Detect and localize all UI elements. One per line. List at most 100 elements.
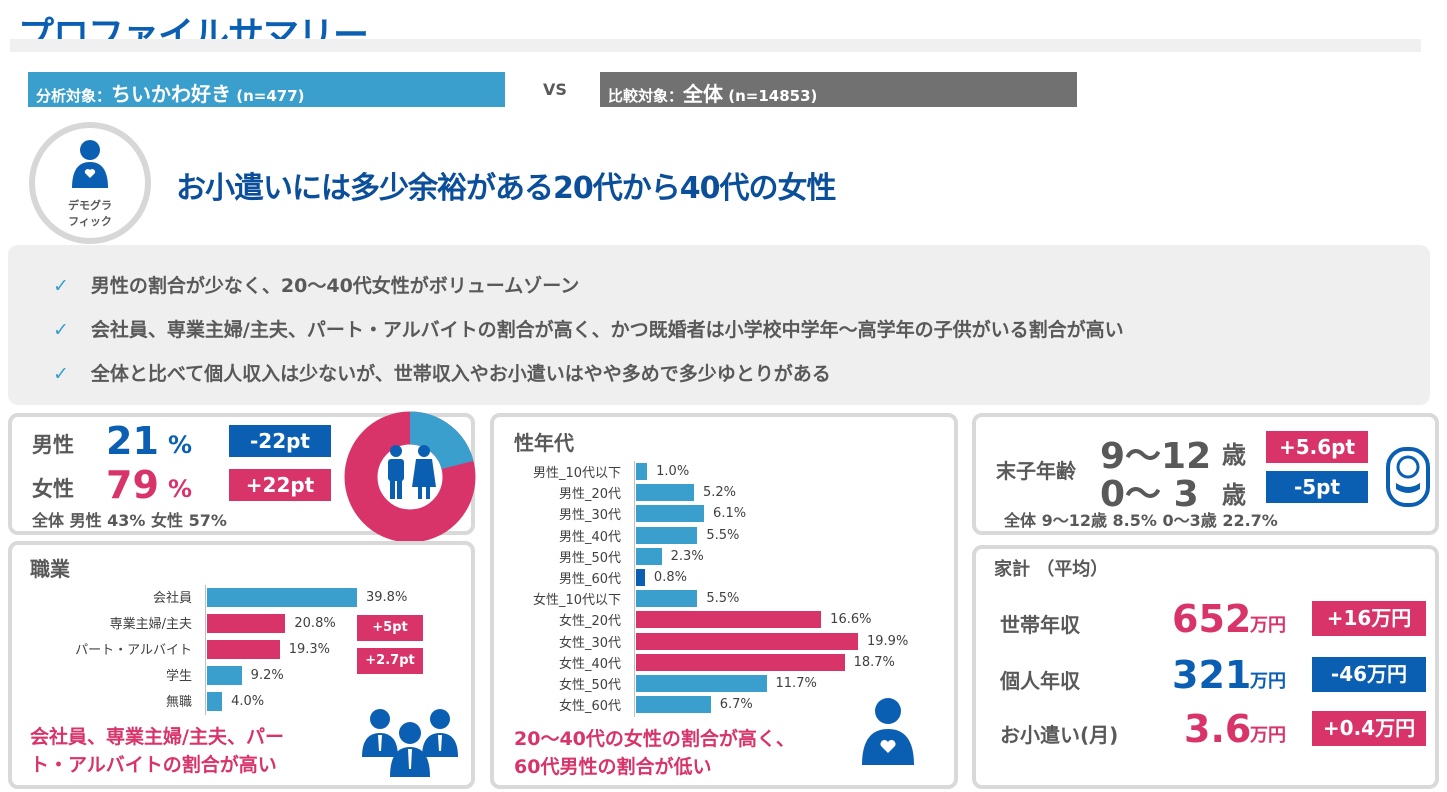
age-gender-title: 性年代 — [514, 431, 574, 455]
age-gender-bar-label: 男性_60代 — [558, 572, 621, 587]
age-gender-bar-value: 2.3% — [670, 548, 704, 564]
compare-label: 比較対象： — [608, 87, 684, 105]
target-name: ちいかわ好き — [111, 82, 232, 106]
occupation-bar-value: 39.8% — [366, 590, 408, 605]
demo-label-text: デモグラ フィック — [68, 199, 112, 228]
person-icon — [72, 140, 108, 188]
household-title: 家計 （平均） — [994, 559, 1109, 580]
headline: お小遣いには多少余裕がある20代から40代の女性 — [176, 171, 836, 206]
household-value: 652 — [1172, 597, 1252, 641]
age-gender-bar-label: 男性_20代 — [558, 487, 621, 503]
child-diff-1: +5.6pt — [1266, 431, 1368, 463]
age-gender-bar-label: 男性_10代以下 — [532, 466, 621, 481]
target-bar: 分析対象：ちいかわ好き (n=477) — [28, 72, 505, 107]
age-gender-bar-value: 1.0% — [656, 464, 690, 479]
youngest-child-panel: 末子年齢 9〜12 歳 0〜 3 歳 +5.6pt -5pt 全体 9〜12歳 … — [972, 413, 1439, 535]
check-icon: ✓ — [53, 319, 69, 341]
household-label: 個人年収 — [1000, 669, 1080, 693]
age-gender-bar-label: 男性_30代 — [558, 508, 621, 524]
household-value: 3.6 — [1184, 707, 1252, 751]
child-unit-1: 歳 — [1222, 441, 1246, 469]
age-gender-bar — [636, 569, 645, 586]
female-value: 79 — [106, 463, 159, 507]
occupation-axis — [205, 585, 206, 715]
household-label: 世帯年収 — [1000, 613, 1080, 637]
age-gender-bar-label: 男性_40代 — [558, 529, 621, 545]
age-gender-bar-label: 女性_10代以下 — [532, 593, 621, 609]
female-label: 女性 — [32, 477, 74, 501]
male-pct: % — [168, 431, 193, 459]
donut-male-segment — [344, 411, 476, 543]
female-pct: % — [168, 475, 193, 503]
age-gender-bar-value: 6.1% — [713, 506, 747, 522]
demographic-label: デモグラ フィック — [35, 198, 145, 230]
couple-icon — [388, 445, 436, 499]
compare-name: 全体 — [683, 82, 724, 106]
occupation-bar — [207, 614, 286, 633]
target-n: (n=477) — [231, 87, 305, 105]
age-gender-bar-label: 女性_20代 — [558, 614, 621, 630]
summary-point: ✓ 全体と比べて個人収入は少ないが、世帯収入やお小遣いはやや多めで多少ゆとりがある — [53, 359, 831, 386]
occupation-bar — [207, 640, 280, 659]
summary-point: ✓ 男性の割合が少なく、20〜40代女性がボリュームゾーン — [53, 271, 579, 298]
occupation-bar-value: 19.3% — [288, 642, 331, 657]
target-label: 分析対象： — [36, 87, 112, 105]
demographic-badge: デモグラ フィック — [29, 122, 151, 244]
household-diff: +16万円 — [1312, 601, 1426, 636]
occupation-bar-label: パート・アルバイト — [75, 643, 192, 658]
occupation-bar-value: 4.0% — [231, 694, 265, 709]
age-gender-bar-value: 16.6% — [830, 612, 872, 628]
age-gender-bar — [636, 484, 694, 502]
occupation-bar-label: 学生 — [165, 669, 192, 684]
age-gender-bar — [636, 526, 698, 544]
occupation-bar-label: 無職 — [165, 695, 192, 710]
occupation-title: 職業 — [30, 557, 70, 581]
gender-overall: 全体 男性 43% 女性 57% — [32, 511, 227, 530]
business-group-icon — [362, 709, 458, 777]
age-gender-axis — [634, 461, 635, 717]
household-unit: 万円 — [1250, 671, 1286, 692]
age-gender-bar-label: 女性_50代 — [558, 678, 621, 693]
household-diff: +0.4万円 — [1312, 711, 1426, 746]
age-gender-bar-value: 5.5% — [706, 527, 740, 543]
compare-n: (n=14853) — [723, 87, 818, 105]
age-gender-bar-value: 5.5% — [706, 591, 740, 607]
household-panel: 家計 （平均） 世帯年収 652 万円 +16万円 個人年収 321 万円 -4… — [972, 545, 1439, 789]
summary-text: 男性の割合が少なく、20〜40代女性がボリュームゾーン — [90, 275, 580, 297]
age-gender-bar-value: 19.9% — [867, 633, 909, 649]
check-icon: ✓ — [53, 363, 69, 385]
gender-donut — [344, 411, 476, 543]
age-gender-note: 20〜40代の女性の割合が高く、 60代男性の割合が低い — [514, 728, 795, 778]
youngest-child-title: 末子年齢 — [996, 459, 1076, 483]
household-diff: -46万円 — [1312, 657, 1426, 692]
age-gender-bar-value: 11.7% — [775, 676, 817, 691]
age-gender-bar — [636, 611, 822, 629]
person-icon — [862, 698, 914, 765]
age-gender-bar-label: 女性_30代 — [558, 635, 621, 651]
age-gender-bar-value: 18.7% — [853, 654, 895, 670]
occupation-panel: 職業 会社員 39.8% 専業主婦/主夫 20.8% パート・アルバイト 19.3% 学生 9… — [8, 541, 475, 789]
age-gender-bar — [636, 547, 662, 565]
male-value: 21 — [106, 419, 159, 463]
summary-text: 会社員、専業主婦/主夫、パート・アルバイトの割合が高く、かつ既婚者は小学校中学年… — [90, 319, 1124, 341]
age-gender-panel: 性年代 男性_10代以下 1.0% 男性_20代 5.2% 男性_30代 6.1% 男性_4… — [490, 413, 958, 789]
occupation-diff-tag: +2.7pt — [357, 648, 423, 674]
age-gender-bar — [636, 505, 705, 523]
child-unit-2: 歳 — [1222, 481, 1246, 509]
age-gender-bar-value: 5.2% — [703, 485, 737, 501]
household-value: 321 — [1172, 653, 1252, 697]
check-icon: ✓ — [53, 275, 69, 297]
male-diff-tag: -22pt — [229, 425, 331, 457]
occupation-bar — [207, 588, 357, 607]
age-gender-bar-label: 女性_60代 — [558, 699, 621, 715]
age-gender-bar — [636, 653, 845, 671]
summary-box: ✓ 男性の割合が少なく、20〜40代女性がボリュームゾーン ✓ 会社員、専業主婦/主… — [8, 245, 1430, 405]
occupation-bar-value: 9.2% — [250, 668, 284, 683]
age-gender-bar — [636, 632, 858, 650]
occupation-bar — [207, 692, 223, 711]
compare-bar: 比較対象：全体 (n=14853) — [600, 72, 1077, 107]
child-diff-2: -5pt — [1266, 471, 1368, 503]
female-diff-tag: +22pt — [229, 469, 331, 501]
occupation-bar-value: 20.8% — [294, 616, 336, 631]
occupation-bar-label: 専業主婦/主夫 — [109, 617, 192, 632]
